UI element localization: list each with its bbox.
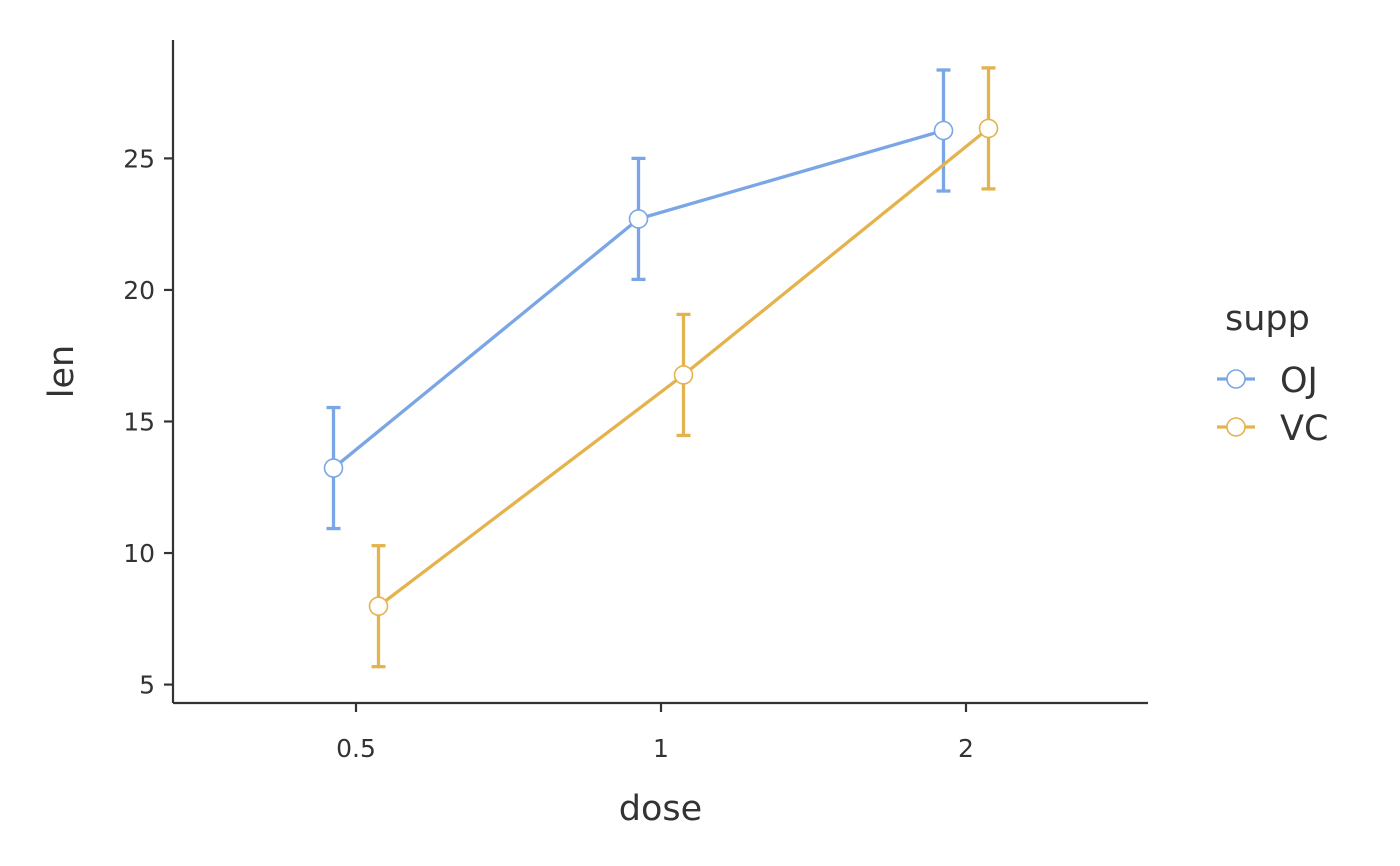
series-layer [323,66,999,669]
data-point [978,118,999,139]
x-tick-label: 0.5 [336,734,376,763]
x-tick-label: 2 [958,734,974,763]
legend-label: VC [1280,409,1328,449]
series-vc [368,66,999,669]
data-point [673,365,694,385]
x-tick-label: 1 [653,734,669,763]
x-axis-ticks: 0.5 1 2 [336,703,974,763]
legend-label: OJ [1280,361,1318,401]
legend-key-point [1226,417,1246,437]
y-tick-label: 25 [123,144,155,173]
legend-items: OJ VC [1217,361,1328,449]
y-axis-title: len [42,345,82,398]
legend-key-point [1226,369,1246,389]
y-tick-label: 15 [123,407,155,436]
legend: supp OJ VC [1217,299,1328,449]
legend-title: supp [1225,299,1310,339]
data-point [628,209,649,229]
data-point [323,458,344,478]
y-tick-label: 5 [139,671,155,700]
data-point [933,120,954,141]
plot-area [323,66,999,669]
y-tick-label: 20 [123,276,155,305]
legend-item-oj: OJ [1217,361,1318,401]
y-axis-ticks: 5 10 15 20 25 [123,144,173,700]
data-point [368,596,389,616]
y-tick-label: 10 [123,539,155,568]
legend-item-vc: VC [1217,409,1328,449]
series-oj [323,68,954,531]
x-axis-title: dose [619,789,702,829]
